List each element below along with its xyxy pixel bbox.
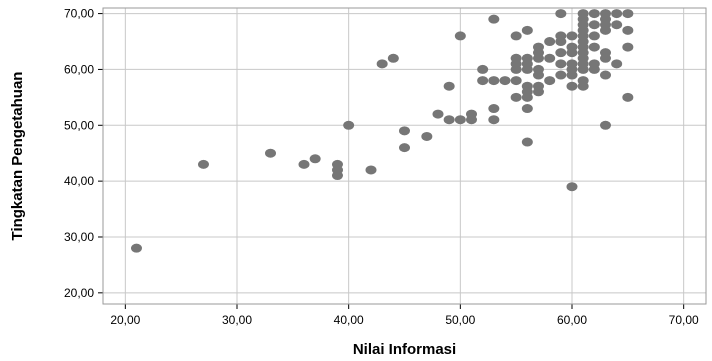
data-point <box>466 115 477 125</box>
data-point <box>521 92 533 102</box>
data-point <box>376 59 388 69</box>
y-axis-title: Tingkatan Pengetahuan <box>9 72 26 241</box>
data-point <box>600 53 611 63</box>
data-point <box>611 20 623 30</box>
data-point <box>399 126 410 136</box>
data-point <box>533 87 544 97</box>
y-tick-label: 40,00 <box>64 174 94 188</box>
data-point <box>421 131 433 141</box>
data-point <box>622 92 634 102</box>
data-point <box>566 182 578 192</box>
data-point <box>555 59 567 69</box>
data-point <box>611 9 623 19</box>
data-point <box>544 76 556 86</box>
data-point <box>566 81 578 91</box>
data-point <box>566 48 578 58</box>
data-point <box>443 115 455 125</box>
data-point <box>521 64 533 74</box>
plot-frame <box>102 7 707 305</box>
data-point <box>577 81 589 91</box>
data-point <box>555 37 567 47</box>
y-tick-label: 20,00 <box>64 286 94 300</box>
data-point <box>622 42 634 52</box>
data-point <box>588 20 600 30</box>
data-point <box>600 120 611 130</box>
y-tick-label: 30,00 <box>64 230 94 244</box>
data-point <box>454 31 466 41</box>
data-point <box>622 9 634 19</box>
data-point <box>443 81 455 91</box>
data-point <box>488 14 500 24</box>
data-point <box>309 154 321 164</box>
data-point <box>521 25 533 35</box>
data-point <box>588 64 600 74</box>
data-point <box>298 159 310 169</box>
data-point <box>488 104 500 114</box>
data-point <box>387 53 399 63</box>
data-point <box>577 64 589 74</box>
x-tick-label: 50,00 <box>445 313 475 327</box>
data-point <box>521 137 533 147</box>
data-point <box>510 31 522 41</box>
data-point <box>432 109 444 119</box>
data-point <box>454 115 466 125</box>
data-point <box>477 76 489 86</box>
data-point <box>510 64 522 74</box>
x-tick-label: 30,00 <box>222 313 252 327</box>
data-point <box>611 59 623 69</box>
data-point <box>399 143 410 153</box>
data-point <box>477 64 489 74</box>
x-tick-label: 60,00 <box>557 313 587 327</box>
data-point <box>488 76 500 86</box>
data-point <box>544 37 556 47</box>
data-point <box>510 92 522 102</box>
data-point <box>588 31 600 41</box>
data-point <box>365 165 377 175</box>
data-point <box>600 25 611 35</box>
data-point <box>510 76 522 86</box>
data-point <box>499 76 511 86</box>
y-tick-labels: 20,00 30,00 40,00 50,00 60,00 70,00 <box>64 7 94 300</box>
data-point <box>521 104 533 114</box>
data-point <box>332 171 343 181</box>
data-point <box>198 159 209 169</box>
data-point <box>544 53 556 63</box>
data-points <box>131 9 634 253</box>
data-point <box>566 70 578 80</box>
data-point <box>265 148 276 158</box>
data-point <box>600 70 611 80</box>
data-point <box>533 70 544 80</box>
data-point <box>488 115 500 125</box>
data-point <box>566 31 578 41</box>
data-point <box>588 42 600 52</box>
data-point <box>622 25 634 35</box>
x-tick-label: 20,00 <box>110 313 140 327</box>
data-point <box>555 70 567 80</box>
grid-lines <box>98 8 706 309</box>
x-tick-labels: 20,00 30,00 40,00 50,00 60,00 70,00 <box>110 313 699 327</box>
data-point <box>131 243 142 253</box>
x-tick-label: 40,00 <box>334 313 364 327</box>
data-point <box>343 120 355 130</box>
x-axis-title: Nilai Informasi <box>353 341 456 358</box>
y-tick-label: 70,00 <box>64 7 94 21</box>
y-tick-label: 50,00 <box>64 118 94 132</box>
y-tick-label: 60,00 <box>64 62 94 76</box>
data-point <box>555 48 567 58</box>
x-tick-label: 70,00 <box>669 313 699 327</box>
data-point <box>555 9 567 19</box>
data-point <box>533 53 544 63</box>
data-point <box>588 9 600 19</box>
